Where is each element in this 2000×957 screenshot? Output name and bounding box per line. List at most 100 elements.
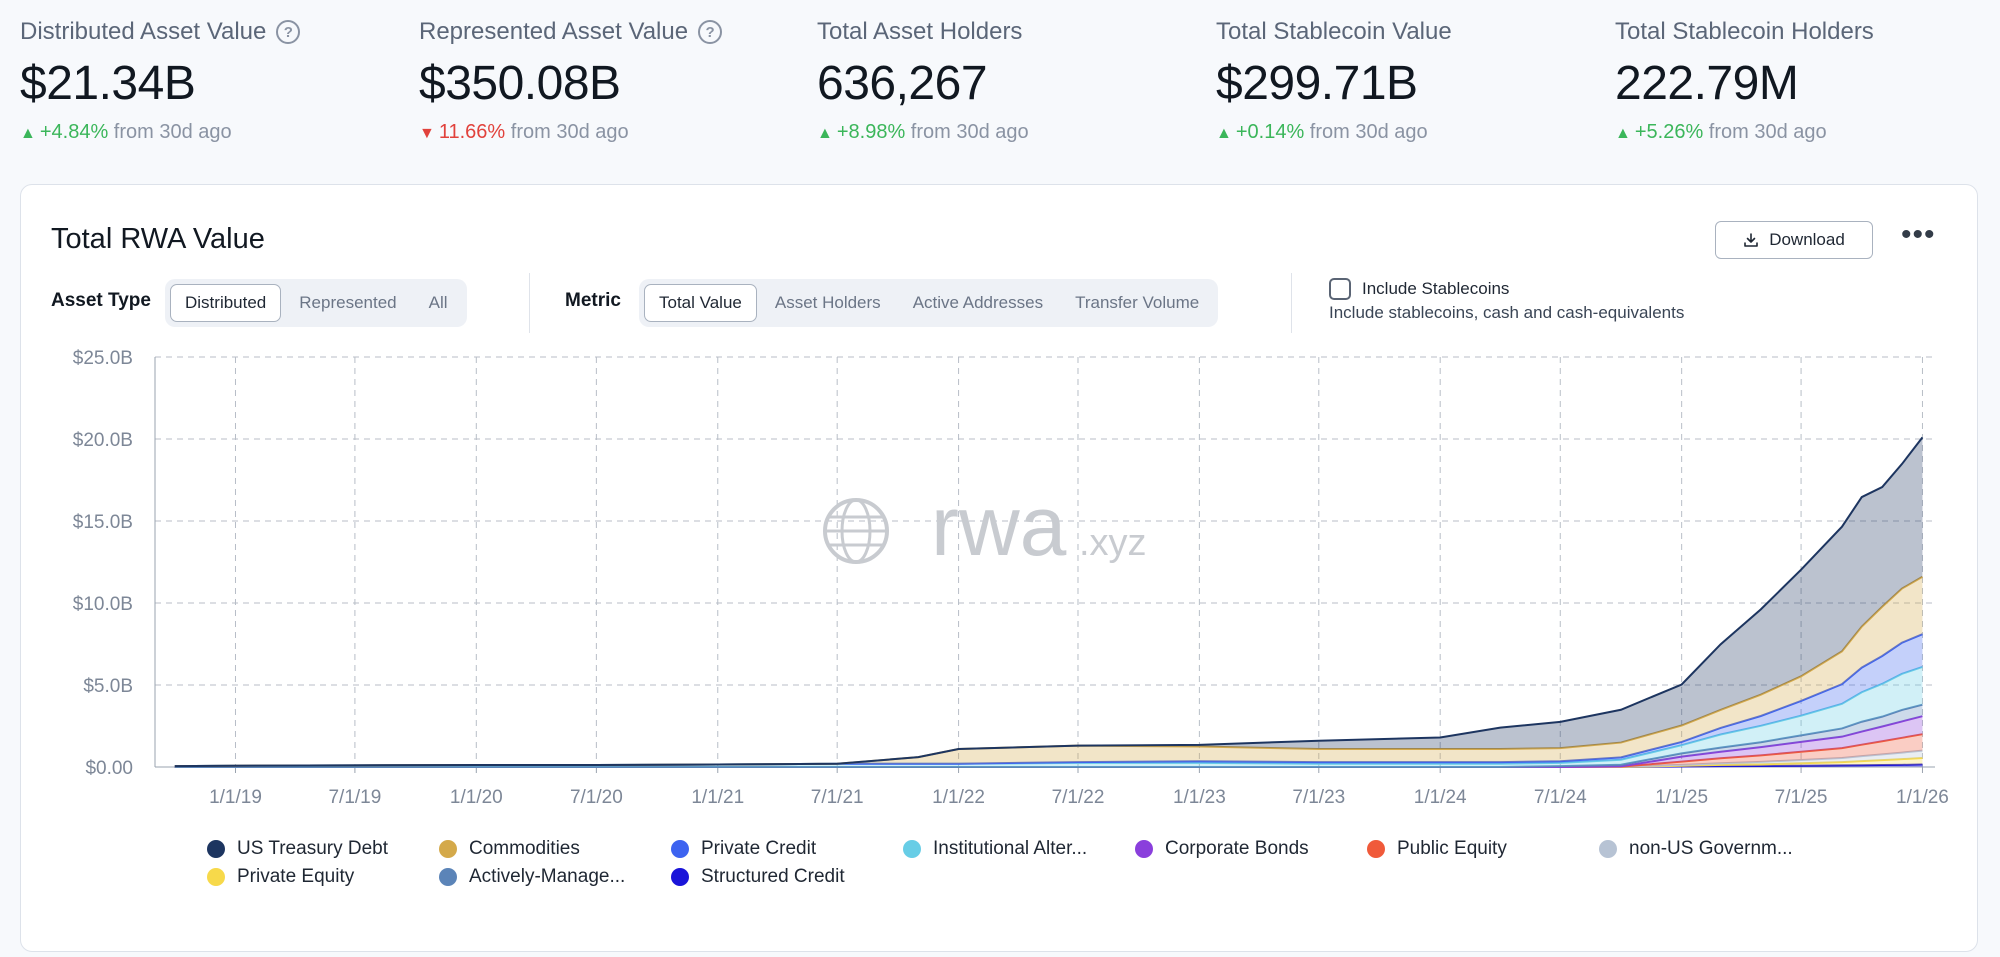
line-actively-managed-strategies: [174, 703, 1923, 768]
y-tick-label: $0.00: [85, 758, 133, 779]
metric-transfer-volume[interactable]: Transfer Volume: [1075, 293, 1200, 312]
stat-change: +0.14%: [1235, 121, 1305, 143]
x-tick-label: 7/1/22: [1052, 787, 1105, 808]
x-tick-label: 7/1/23: [1292, 787, 1345, 808]
legend-swatch: [439, 840, 457, 858]
x-tick-label: 7/1/19: [328, 787, 381, 808]
divider: [1291, 273, 1292, 333]
watermark-logo: rwa: [931, 479, 1067, 573]
card-title: Total RWA Value: [51, 223, 265, 255]
watermark-suffix: .xyz: [1079, 522, 1147, 564]
stat-total-stablecoin-holders: Total Stablecoin Holders 222.79M ▲ +5.26%…: [1615, 18, 1874, 144]
legend-item[interactable]: Private Credit: [671, 838, 816, 860]
download-button[interactable]: Download: [1715, 221, 1873, 259]
y-tick-label: $20.0B: [73, 430, 133, 451]
asset-type-all[interactable]: All: [428, 293, 448, 312]
stat-value: $350.08B: [419, 57, 621, 110]
stat-total-stablecoin-value: Total Stablecoin Value $299.71B ▲ +0.14% …: [1216, 18, 1452, 144]
legend-item[interactable]: Public Equity: [1367, 838, 1507, 860]
stat-total-asset-holders: Total Asset Holders 636,267 ▲ +8.98% from…: [817, 18, 1029, 144]
stat-value: 222.79M: [1615, 57, 1799, 110]
stat-period: from 30d ago: [1708, 121, 1827, 143]
legend-label: Corporate Bonds: [1165, 838, 1309, 859]
help-icon[interactable]: ?: [698, 20, 723, 44]
metric-label: Metric: [565, 290, 621, 311]
y-tick-label: $5.0B: [83, 676, 133, 697]
x-tick-label: 7/1/20: [570, 787, 623, 808]
up-arrow-icon: ▲: [1216, 125, 1232, 142]
stat-change: +4.84%: [39, 121, 109, 143]
legend-item[interactable]: Structured Credit: [671, 866, 845, 888]
legend-item[interactable]: Corporate Bonds: [1135, 838, 1309, 860]
x-tick-label: 7/1/24: [1534, 787, 1587, 808]
x-tick-label: 7/1/25: [1775, 787, 1828, 808]
stat-label: Distributed Asset Value: [20, 18, 267, 45]
legend-swatch: [207, 840, 225, 858]
legend-swatch: [1599, 840, 1617, 858]
x-tick-label: 1/1/19: [209, 787, 262, 808]
help-icon[interactable]: ?: [276, 20, 301, 44]
legend-swatch: [207, 868, 225, 886]
include-stablecoins-label[interactable]: Include Stablecoins: [1362, 279, 1510, 298]
metric-asset-holders[interactable]: Asset Holders: [774, 293, 881, 312]
x-tick-label: 1/1/26: [1896, 787, 1949, 808]
download-icon: [1744, 233, 1758, 247]
stat-label: Total Stablecoin Value: [1216, 18, 1452, 45]
legend-label: Institutional Alter...: [933, 838, 1088, 859]
asset-type-label: Asset Type: [51, 290, 151, 311]
stats-bar: Distributed Asset Value? $21.34B ▲ +4.84%…: [0, 0, 2000, 160]
stat-change: +5.26%: [1634, 121, 1704, 143]
x-tick-label: 7/1/21: [811, 787, 864, 808]
x-tick-label: 1/1/23: [1173, 787, 1226, 808]
metric-total-value[interactable]: Total Value: [644, 284, 757, 322]
stat-value: 636,267: [817, 57, 988, 110]
x-tick-label: 1/1/25: [1655, 787, 1708, 808]
legend-item[interactable]: Institutional Alter...: [903, 838, 1087, 860]
stat-label: Represented Asset Value: [419, 18, 689, 45]
download-label: Download: [1769, 230, 1845, 249]
stat-change: 11.66%: [438, 121, 506, 143]
legend-label: Private Credit: [701, 838, 817, 859]
legend-item[interactable]: non-US Governm...: [1599, 838, 1793, 860]
legend-swatch: [671, 840, 689, 858]
legend-item[interactable]: Actively-Manage...: [439, 866, 625, 888]
asset-type-toggle: Distributed Represented All: [165, 279, 467, 327]
legend-item[interactable]: Commodities: [439, 838, 580, 860]
up-arrow-icon: ▲: [1615, 125, 1631, 142]
stat-distributed-asset-value: Distributed Asset Value? $21.34B ▲ +4.84%…: [20, 18, 301, 144]
up-arrow-icon: ▲: [817, 125, 833, 142]
legend-label: US Treasury Debt: [237, 838, 388, 859]
include-stablecoins-description: Include stablecoins, cash and cash-equiv…: [1329, 303, 1685, 322]
metric-toggle: Total Value Asset Holders Active Address…: [639, 279, 1219, 327]
asset-type-represented[interactable]: Represented: [299, 293, 397, 312]
legend-label: Commodities: [469, 838, 580, 859]
stat-period: from 30d ago: [113, 121, 232, 143]
asset-type-distributed[interactable]: Distributed: [170, 284, 282, 322]
include-stablecoins-checkbox[interactable]: [1329, 278, 1351, 300]
stat-value: $21.34B: [20, 57, 196, 110]
legend-label: Private Equity: [237, 866, 355, 887]
legend-swatch: [903, 840, 921, 858]
x-tick-label: 1/1/24: [1414, 787, 1467, 808]
x-tick-label: 1/1/22: [932, 787, 985, 808]
more-options-button[interactable]: •••: [1901, 218, 1936, 251]
legend-item[interactable]: Private Equity: [207, 866, 354, 888]
line-us-treasury-debt: [174, 436, 1924, 768]
legend-item[interactable]: US Treasury Debt: [207, 838, 388, 860]
stat-represented-asset-value: Represented Asset Value? $350.08B ▼ 11.66…: [419, 18, 723, 144]
x-tick-label: 1/1/21: [691, 787, 744, 808]
legend-swatch: [1135, 840, 1153, 858]
legend-label: Public Equity: [1397, 838, 1507, 859]
legend-label: non-US Governm...: [1629, 838, 1793, 859]
stat-change: +8.98%: [836, 121, 906, 143]
y-tick-label: $15.0B: [73, 512, 133, 533]
up-arrow-icon: ▲: [20, 125, 36, 142]
down-arrow-icon: ▼: [419, 125, 435, 142]
metric-active-addresses[interactable]: Active Addresses: [912, 293, 1044, 312]
y-tick-label: $25.0B: [73, 348, 133, 369]
divider: [529, 273, 530, 333]
x-tick-label: 1/1/20: [450, 787, 503, 808]
legend-label: Actively-Manage...: [469, 866, 626, 887]
legend-swatch: [1367, 840, 1385, 858]
stat-value: $299.71B: [1216, 57, 1418, 110]
